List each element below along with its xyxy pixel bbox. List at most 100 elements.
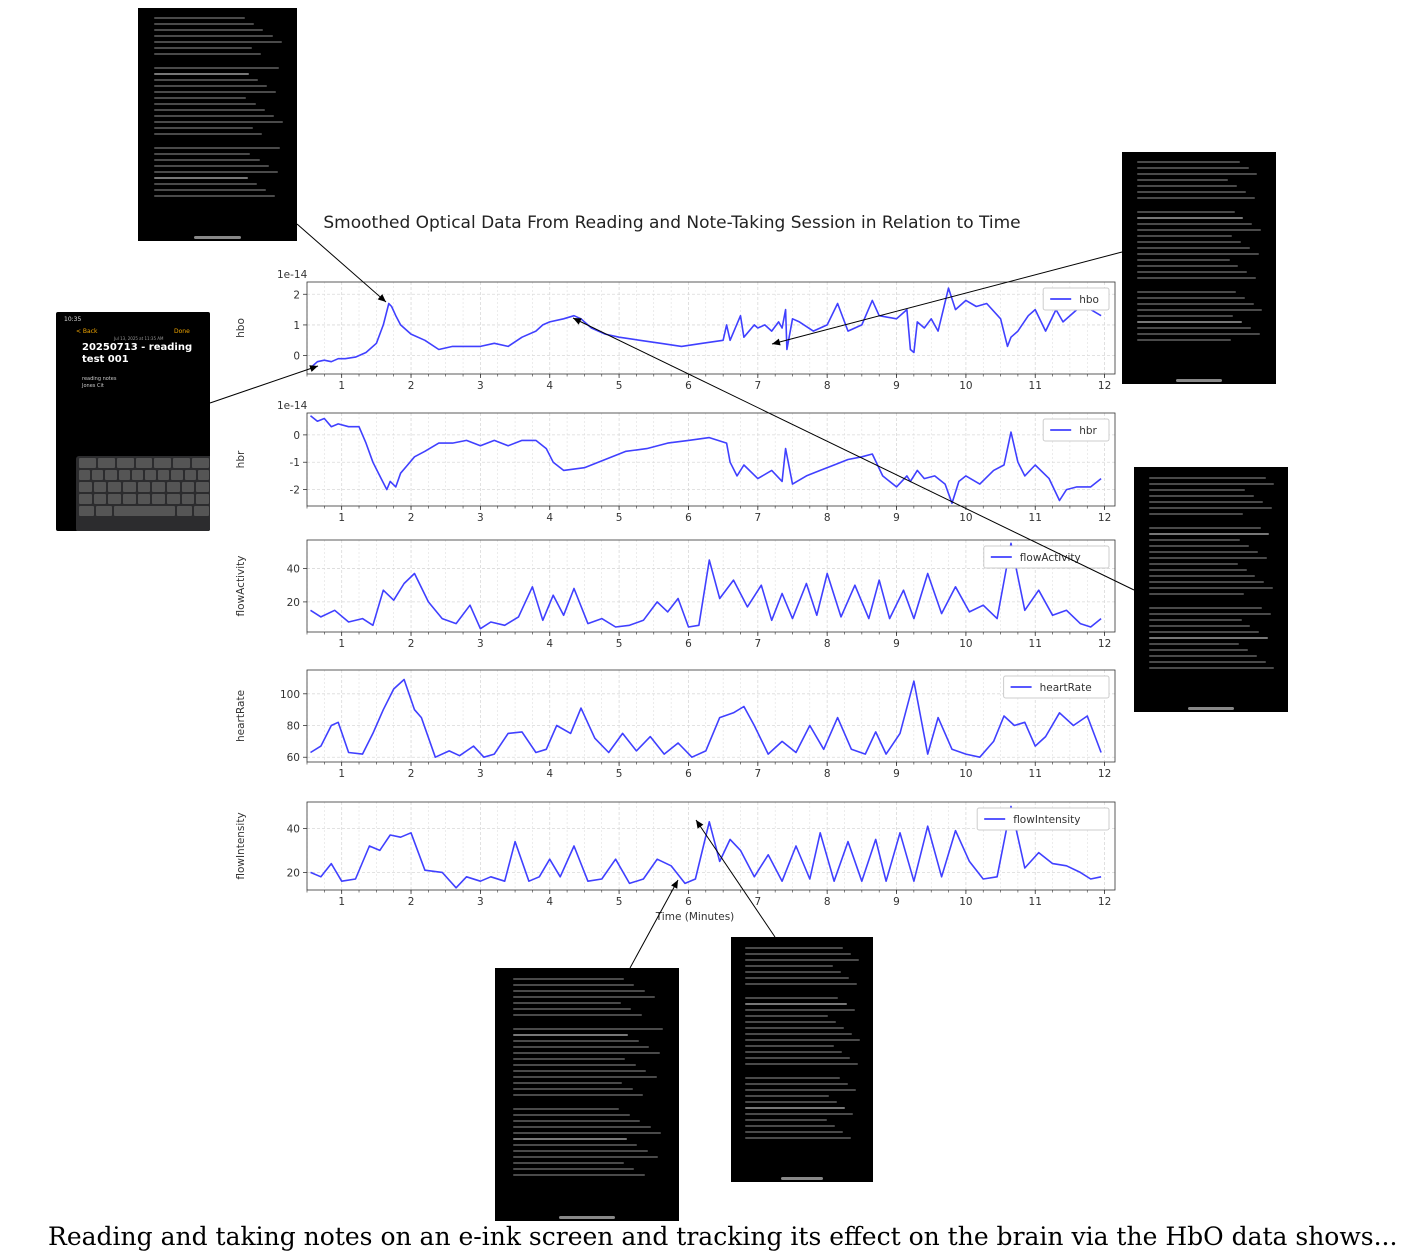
- page-text-line: [1149, 476, 1266, 479]
- page-text-line: [513, 1014, 642, 1017]
- page-text-line: [153, 47, 252, 50]
- page-text-line: [1137, 327, 1252, 330]
- page-text-line: [745, 982, 857, 985]
- legend-label: flowIntensity: [1013, 814, 1080, 826]
- x-tick-label: 7: [754, 896, 761, 908]
- x-tick-label: 11: [1029, 512, 1042, 524]
- x-tick-label: 11: [1029, 638, 1042, 650]
- page-text-line: [745, 1076, 840, 1079]
- page-text-line: [745, 1106, 846, 1109]
- page-text-line: [153, 29, 264, 32]
- y-axis-label: flowActivity: [235, 556, 247, 617]
- axes-frame: [306, 412, 1116, 507]
- page-text-line: [513, 1150, 648, 1153]
- annotation-arrow: [695, 819, 776, 938]
- x-tick-label: 5: [616, 638, 623, 650]
- legend-box: [1042, 287, 1110, 311]
- page-text-line: [1137, 203, 1263, 211]
- x-tick-label: 7: [754, 512, 761, 524]
- page-text-line: [1137, 211, 1235, 214]
- page-text-line: [1137, 167, 1249, 170]
- page-text-line: [513, 1114, 630, 1117]
- page-text-line: [153, 153, 251, 156]
- x-tick-label: 4: [546, 380, 553, 392]
- y-axis-label: heartRate: [235, 690, 247, 742]
- page-text-line: [1149, 512, 1243, 515]
- page-text-line: [1149, 550, 1258, 553]
- phone-note-line1: reading notes: [82, 376, 117, 382]
- x-tick-label: 2: [408, 380, 415, 392]
- page-text-line: [1149, 636, 1269, 639]
- y-tick-label: 2: [293, 289, 300, 301]
- page-text-line: [745, 952, 852, 955]
- page-text-block: [513, 978, 664, 1206]
- page-text-line: [745, 1050, 842, 1053]
- page-text-line: [153, 177, 248, 180]
- book-page-thumbnail-bottom-right: [731, 937, 873, 1182]
- page-text-line: [153, 53, 261, 56]
- phone-back-button: < Back: [76, 328, 98, 335]
- y-axis-label: hbo: [235, 318, 247, 338]
- annotation-arrow: [209, 365, 319, 404]
- page-text-line: [745, 1082, 848, 1085]
- legend-box: [1042, 418, 1110, 442]
- axes-frame: [306, 669, 1116, 763]
- page-text-line: [745, 1094, 830, 1097]
- page-text-line: [513, 1120, 641, 1123]
- x-tick-label: 4: [546, 638, 553, 650]
- page-text-line: [1149, 568, 1247, 571]
- page-text-line: [1149, 642, 1240, 645]
- page-text-line: [513, 1046, 650, 1049]
- annotation-arrow: [629, 879, 679, 969]
- x-tick-label: 2: [408, 896, 415, 908]
- y-tick-label: 40: [287, 563, 300, 575]
- page-text-line: [1149, 482, 1275, 485]
- page-text-line: [513, 996, 656, 999]
- x-tick-label: 3: [477, 380, 484, 392]
- page-text-line: [513, 1100, 664, 1108]
- phone-notes-thumbnail: 10:35 < Back Done Jul 13, 2025 at 11:35 …: [56, 312, 210, 531]
- y-tick-label: 20: [287, 867, 300, 879]
- x-tick-label: 5: [616, 768, 623, 780]
- page-text-line: [1149, 556, 1267, 559]
- page-text-line: [153, 109, 265, 112]
- y-tick-label: 100: [280, 689, 300, 701]
- figure-title: Smoothed Optical Data From Reading and N…: [323, 213, 1020, 233]
- x-tick-label: 4: [546, 768, 553, 780]
- page-text-line: [745, 970, 841, 973]
- page-text-line: [745, 976, 849, 979]
- axes-frame: [306, 801, 1116, 891]
- page-text-line: [154, 139, 284, 147]
- page-text-line: [1149, 618, 1242, 621]
- x-tick-label: 3: [477, 768, 484, 780]
- page-text-line: [1137, 297, 1245, 300]
- annotation-arrowhead: [573, 318, 582, 325]
- page-text-line: [1149, 660, 1266, 663]
- page-text-line: [1137, 185, 1238, 188]
- x-tick-label: 3: [477, 896, 484, 908]
- page-text-line: [745, 1069, 861, 1077]
- page-text-line: [513, 1008, 632, 1011]
- x-tick-label: 11: [1029, 380, 1042, 392]
- page-text-line: [1137, 315, 1234, 318]
- y-tick-label: -2: [290, 485, 300, 497]
- y-tick-label: 60: [287, 752, 300, 764]
- x-tick-label: 10: [959, 896, 972, 908]
- x-tick-label: 12: [1098, 638, 1111, 650]
- page-text-line: [1137, 259, 1230, 262]
- page-text-line: [513, 978, 624, 981]
- page-text-line: [745, 1026, 845, 1029]
- page-text-line: [1149, 580, 1265, 583]
- x-tick-label: 8: [824, 768, 831, 780]
- x-tick-label: 9: [893, 896, 900, 908]
- page-text-line: [153, 97, 247, 100]
- page-text-line: [1137, 197, 1255, 200]
- page-text-line: [153, 133, 263, 136]
- home-indicator: [1187, 707, 1235, 710]
- x-tick-label: 9: [893, 768, 900, 780]
- x-tick-label: 7: [754, 768, 761, 780]
- y-tick-label: 0: [293, 351, 300, 363]
- y-offset-text: 1e-14: [277, 269, 308, 281]
